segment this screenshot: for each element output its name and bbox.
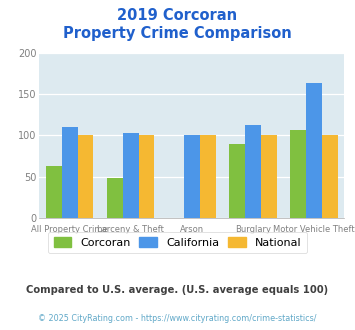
Bar <box>62 127 77 218</box>
Bar <box>261 135 277 218</box>
Bar <box>200 135 215 218</box>
Bar <box>229 144 245 218</box>
Bar <box>46 166 62 218</box>
Legend: Corcoran, California, National: Corcoran, California, National <box>48 232 307 253</box>
Text: 2019 Corcoran: 2019 Corcoran <box>118 8 237 23</box>
Bar <box>184 135 200 218</box>
Bar <box>107 178 123 218</box>
Bar <box>306 83 322 218</box>
Text: Property Crime Comparison: Property Crime Comparison <box>63 26 292 41</box>
Bar <box>245 124 261 218</box>
Bar <box>322 135 338 218</box>
Text: © 2025 CityRating.com - https://www.cityrating.com/crime-statistics/: © 2025 CityRating.com - https://www.city… <box>38 314 317 323</box>
Bar <box>138 135 154 218</box>
Bar <box>77 135 93 218</box>
Text: Compared to U.S. average. (U.S. average equals 100): Compared to U.S. average. (U.S. average … <box>26 285 329 295</box>
Bar <box>123 133 138 218</box>
Bar <box>290 130 306 218</box>
